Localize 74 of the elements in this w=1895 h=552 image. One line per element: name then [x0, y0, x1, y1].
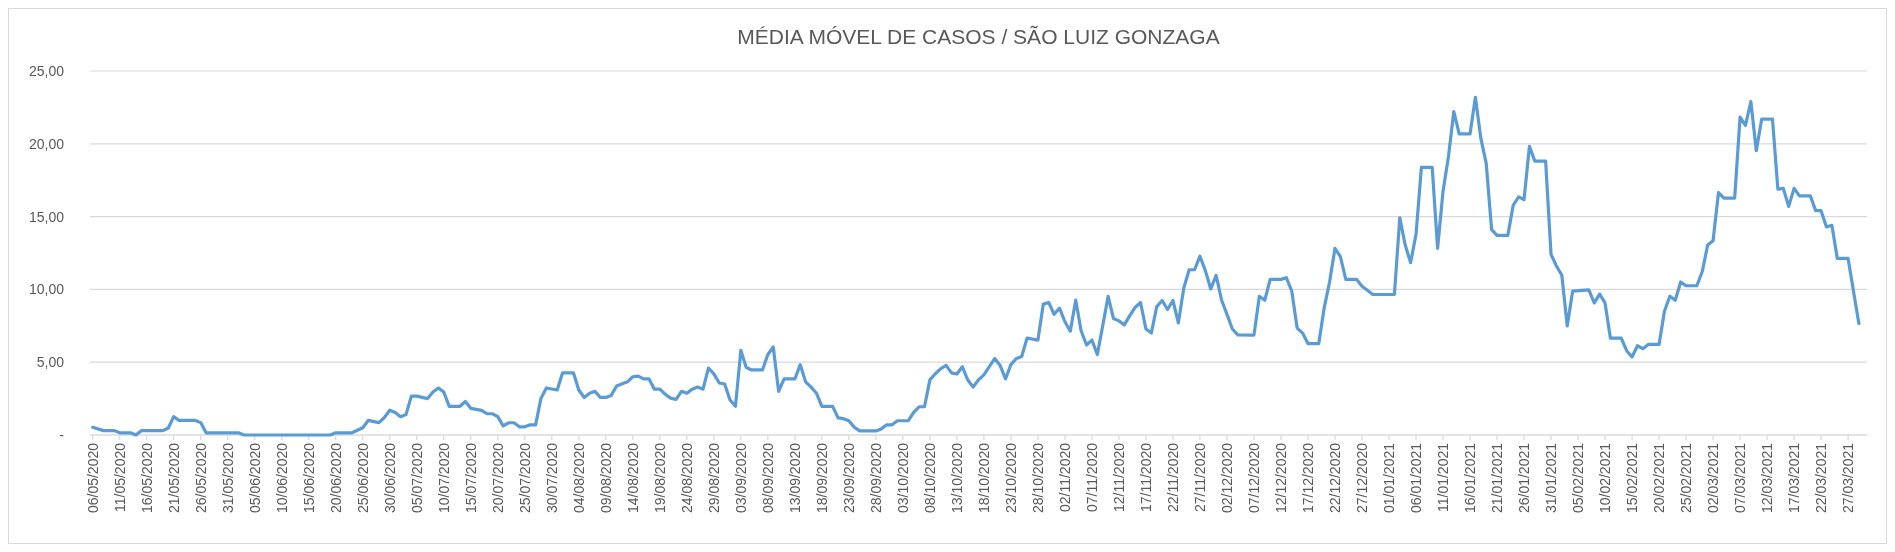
x-tick-label: 10/07/2020	[435, 442, 452, 514]
x-tick-label: 21/01/2021	[1488, 442, 1505, 514]
x-tick-label: 26/05/2020	[192, 442, 209, 514]
x-tick-label: 22/12/2020	[1326, 442, 1343, 514]
x-tick-label: 05/02/2021	[1569, 442, 1586, 514]
x-tick-label: 05/06/2020	[246, 442, 263, 514]
x-tick-label: 02/03/2021	[1704, 442, 1721, 514]
x-tick-label: 12/11/2020	[1110, 442, 1127, 513]
x-tick-label: 15/06/2020	[300, 442, 317, 514]
x-tick-label: 15/02/2021	[1623, 442, 1640, 514]
x-tick-label: 08/10/2020	[921, 442, 938, 514]
x-tick-label: 30/06/2020	[381, 442, 398, 514]
x-tick-label: 16/01/2021	[1461, 442, 1478, 514]
x-tick-label: 02/12/2020	[1218, 442, 1235, 514]
x-tick-label: 01/01/2021	[1380, 442, 1397, 514]
x-tick-label: 23/09/2020	[840, 442, 857, 514]
x-tick-label: 03/10/2020	[894, 442, 911, 514]
x-tick-label: 09/08/2020	[597, 442, 614, 514]
x-tick-label: 13/10/2020	[948, 442, 965, 514]
x-tick-label: 03/09/2020	[732, 442, 749, 514]
x-tick-label: 08/09/2020	[759, 442, 776, 514]
x-tick-label: 13/09/2020	[786, 442, 803, 514]
x-tick-label: 02/11/2020	[1056, 442, 1073, 513]
x-tick-label: 26/01/2021	[1515, 442, 1532, 514]
x-tick-label: 18/09/2020	[813, 442, 830, 514]
y-tick-label: 25,00	[28, 62, 65, 79]
x-tick-label: 07/03/2021	[1731, 442, 1748, 514]
x-tick-label: 12/12/2020	[1272, 442, 1289, 514]
chart-title: MÉDIA MÓVEL DE CASOS / SÃO LUIZ GONZAGA	[737, 25, 1220, 48]
x-tick-label: 16/05/2020	[138, 442, 155, 514]
x-tick-label: 23/10/2020	[1002, 442, 1019, 514]
x-tick-label: 14/08/2020	[624, 442, 641, 514]
x-tick-label: 27/11/2020	[1191, 442, 1208, 513]
x-tick-label: 12/03/2021	[1758, 442, 1775, 514]
x-tick-label: 22/03/2021	[1812, 442, 1829, 514]
x-tick-label: 20/06/2020	[327, 442, 344, 514]
x-tick-label: 07/11/2020	[1083, 442, 1100, 513]
line-series	[91, 95, 1861, 437]
x-tick-label: 19/08/2020	[651, 442, 668, 514]
x-tick-label: 10/06/2020	[273, 442, 290, 514]
x-tick-label: 07/12/2020	[1245, 442, 1262, 514]
x-tick-label: 27/03/2021	[1840, 442, 1856, 514]
x-tick-label: 20/07/2020	[489, 442, 506, 514]
x-tick-label: 25/06/2020	[354, 442, 371, 514]
x-tick-label: 22/11/2020	[1164, 442, 1181, 513]
x-tick-label: 18/10/2020	[975, 442, 992, 514]
x-tick-label: 28/10/2020	[1029, 442, 1046, 514]
y-tick-label: 10,00	[28, 281, 65, 298]
x-tick-label: 11/01/2021	[1434, 442, 1451, 513]
x-tick-label: 31/01/2021	[1542, 442, 1559, 514]
x-tick-label: 30/07/2020	[543, 442, 560, 514]
y-tick-label: 20,00	[28, 135, 65, 152]
x-tick-label: 21/05/2020	[165, 442, 182, 514]
x-tick-label: 06/05/2020	[84, 442, 101, 514]
x-tick-label: 06/01/2021	[1407, 442, 1424, 514]
x-tick-label: 04/08/2020	[570, 442, 587, 514]
x-tick-label: 24/08/2020	[678, 442, 695, 514]
y-tick-label: 15,00	[28, 208, 65, 225]
x-tick-label: 17/11/2020	[1137, 442, 1154, 513]
x-tick-label: 17/03/2021	[1785, 442, 1802, 514]
x-tick-label: 10/02/2021	[1596, 442, 1613, 514]
x-tick-label: 25/07/2020	[516, 442, 533, 514]
x-tick-label: 28/09/2020	[867, 442, 884, 514]
x-tick-label: 15/07/2020	[462, 442, 479, 514]
x-tick-label: 11/05/2020	[111, 442, 128, 513]
y-tick-label: -	[59, 426, 65, 443]
x-tick-label: 20/02/2021	[1650, 442, 1667, 514]
x-tick-label: 31/05/2020	[219, 442, 236, 514]
x-tick-label: 27/12/2020	[1353, 442, 1370, 514]
x-tick-label: 05/07/2020	[408, 442, 425, 514]
x-tick-label: 29/08/2020	[705, 442, 722, 514]
x-tick-label: 25/02/2021	[1677, 442, 1694, 514]
y-tick-label: 5,00	[36, 354, 65, 371]
x-tick-label: 17/12/2020	[1299, 442, 1316, 514]
